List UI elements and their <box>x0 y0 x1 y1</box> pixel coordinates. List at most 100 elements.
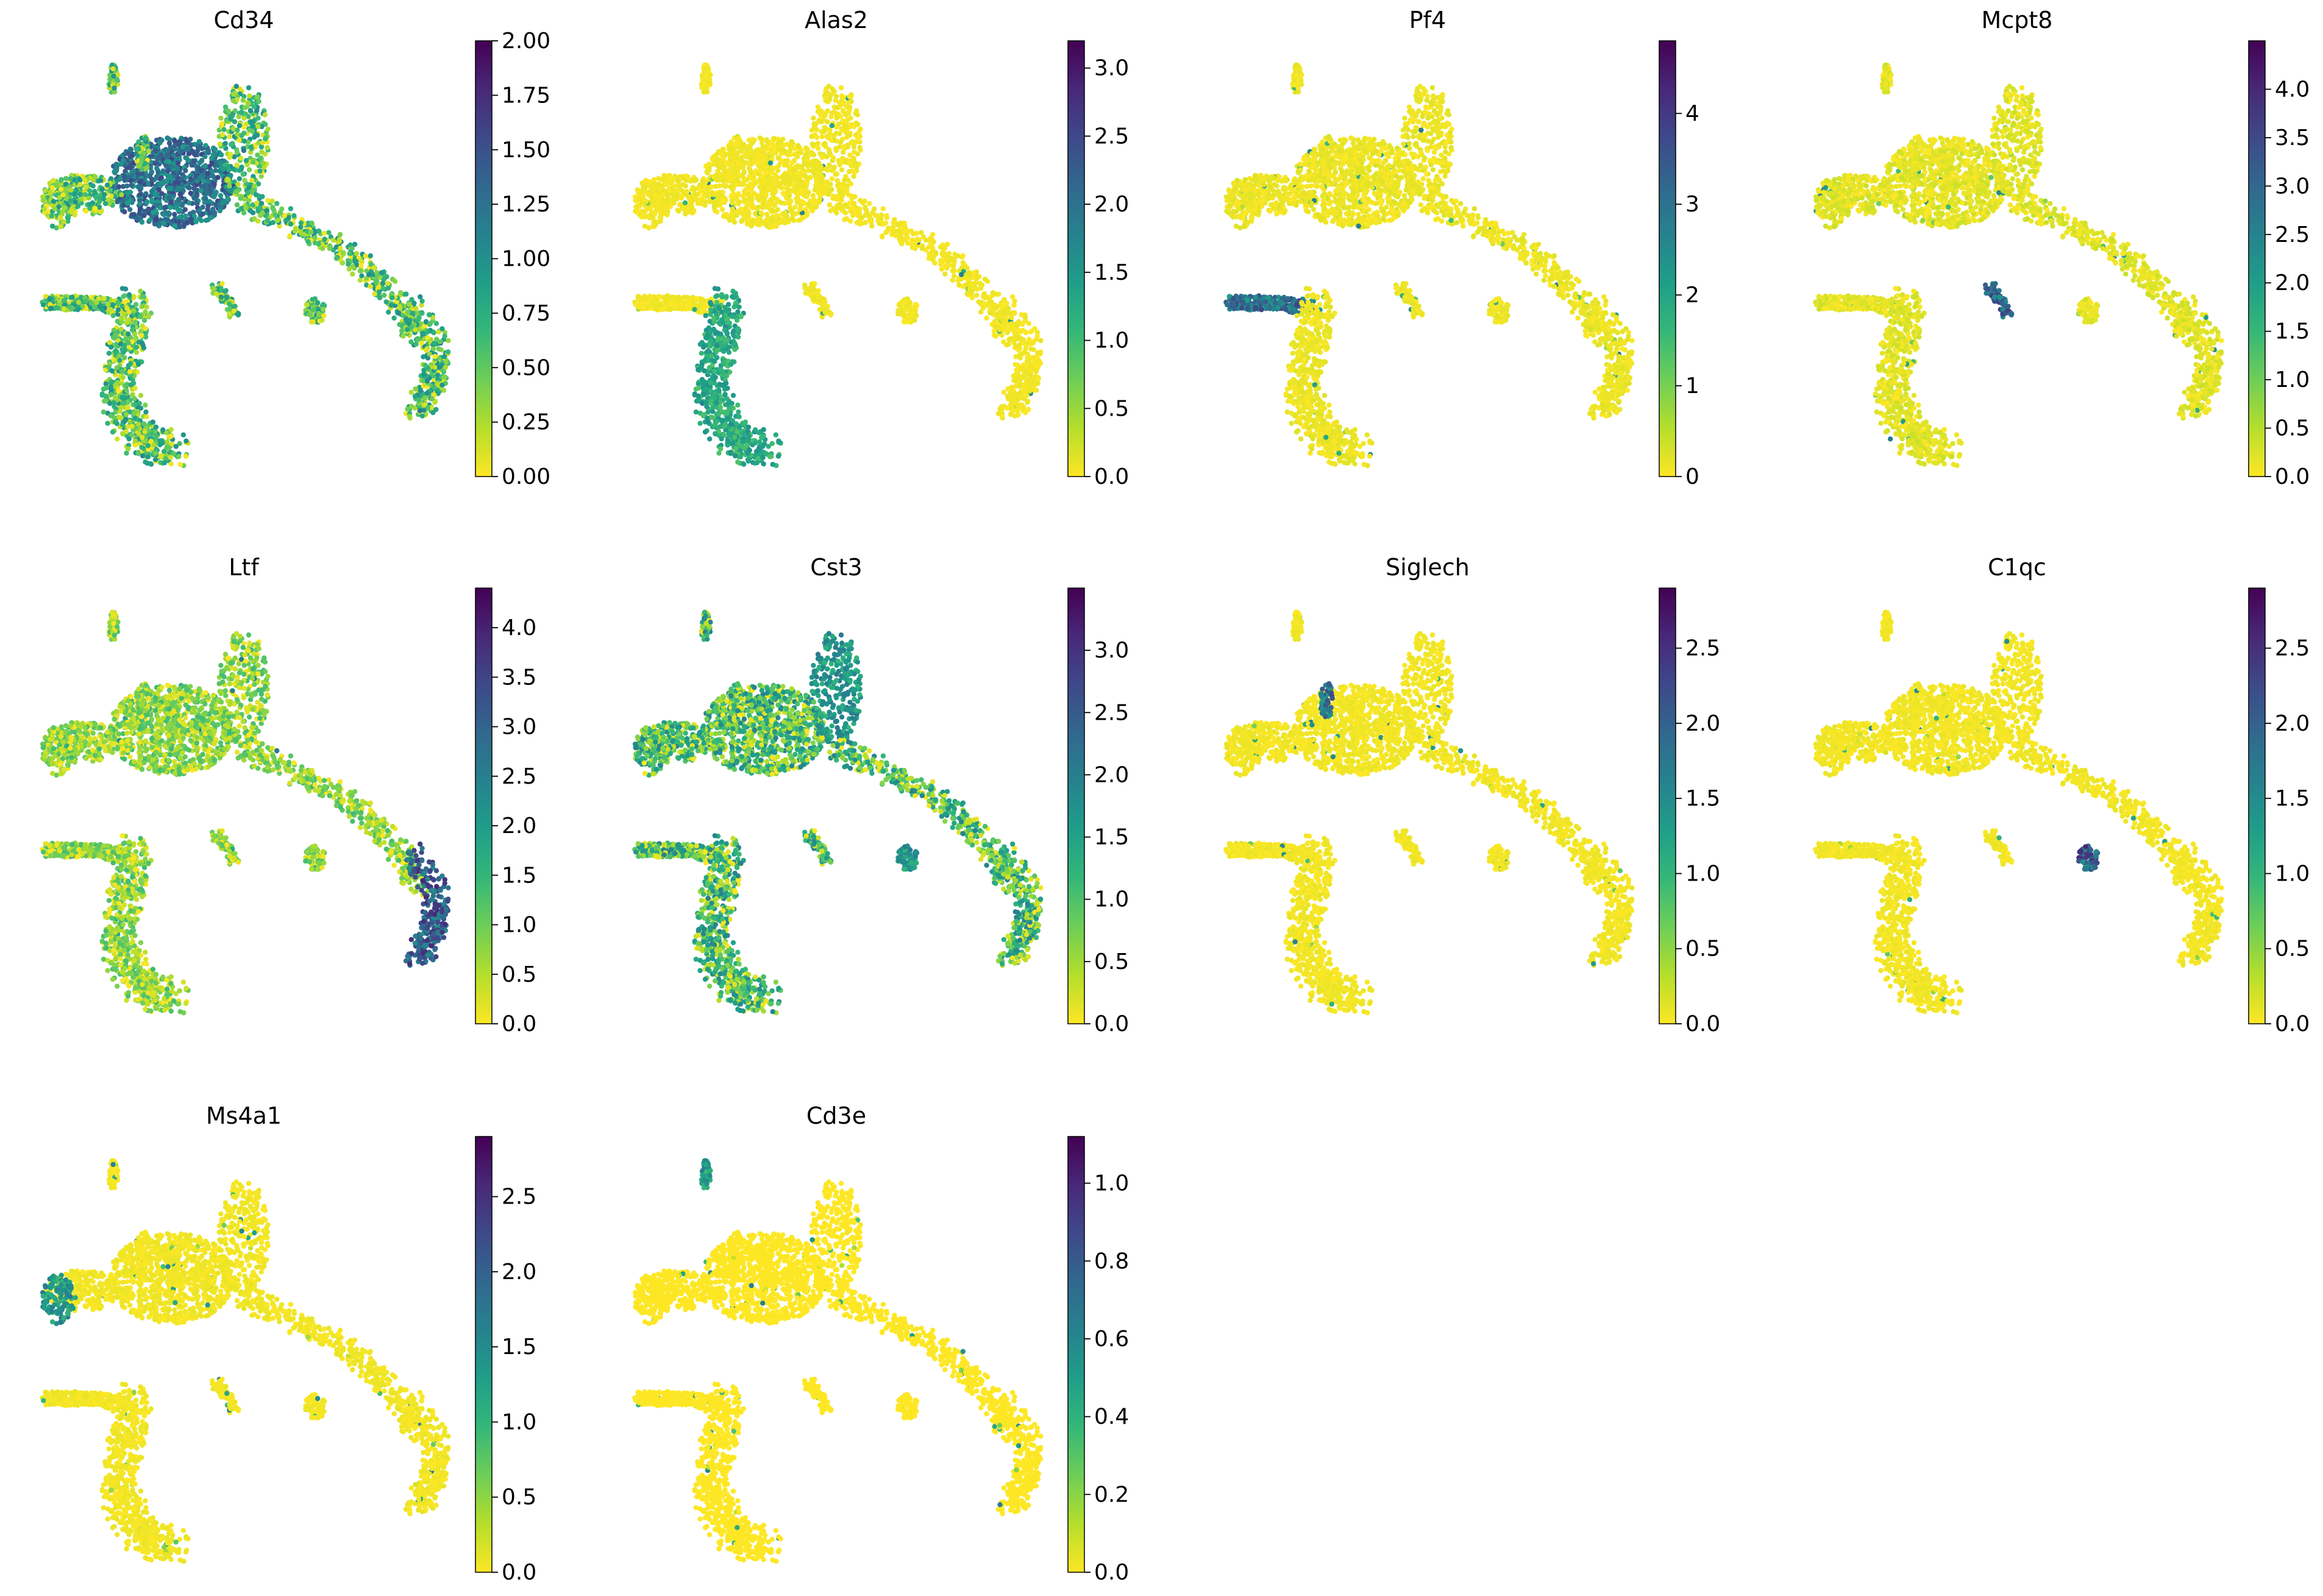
cell-point <box>707 199 712 204</box>
cell-point <box>244 158 249 163</box>
cell-point <box>194 198 199 203</box>
cell-point <box>757 135 762 140</box>
cell-point <box>132 332 137 336</box>
cell-point <box>804 194 809 199</box>
cell-point <box>52 206 57 211</box>
colorbar-tick-label: 0.75 <box>502 301 550 326</box>
cell-point <box>819 168 824 172</box>
cell-point <box>955 254 960 258</box>
cell-point <box>770 224 775 229</box>
cell-point <box>867 218 872 223</box>
cell-point <box>63 176 68 181</box>
cell-point <box>951 263 956 268</box>
cell-point <box>154 217 158 222</box>
cell-point <box>769 197 774 202</box>
cell-point <box>75 307 80 312</box>
cell-point <box>757 179 762 183</box>
cell-point <box>241 172 246 177</box>
cell-point <box>833 172 838 177</box>
cell-point <box>272 212 277 217</box>
cell-point <box>930 237 934 242</box>
cell-point <box>124 412 129 417</box>
cell-point <box>905 235 910 240</box>
cell-point <box>368 254 373 258</box>
cell-point <box>114 161 119 166</box>
cell-point <box>135 216 140 221</box>
cell-point <box>42 207 47 211</box>
cell-point <box>758 168 763 173</box>
cell-point <box>129 183 133 188</box>
cell-point <box>177 208 182 213</box>
cell-point <box>841 144 846 149</box>
cell-point <box>717 191 722 196</box>
cell-point <box>305 302 310 307</box>
cell-point <box>372 291 377 296</box>
cell-point <box>1038 338 1043 343</box>
cell-point <box>789 139 794 144</box>
cell-point <box>981 303 986 308</box>
cell-point <box>143 161 148 166</box>
cell-point <box>183 155 188 160</box>
cell-point <box>142 318 147 323</box>
cell-point <box>749 155 754 160</box>
cell-point <box>405 310 410 314</box>
cell-point <box>109 392 114 397</box>
cell-point <box>219 287 224 292</box>
cell-point <box>129 424 134 428</box>
cell-point <box>116 307 121 312</box>
cell-point <box>177 224 182 229</box>
cell-point <box>760 141 764 146</box>
cell-point <box>327 246 332 251</box>
cell-point <box>232 308 237 313</box>
cell-point <box>137 193 142 197</box>
cell-point <box>219 152 224 157</box>
cell-point <box>248 208 253 213</box>
cell-point <box>49 213 54 218</box>
cell-point <box>248 108 253 113</box>
cell-point <box>891 221 896 225</box>
cell-point <box>199 188 204 193</box>
cell-point <box>166 210 171 215</box>
cell-point <box>930 246 935 250</box>
cell-point <box>853 140 858 145</box>
cell-point <box>764 152 769 157</box>
cell-point <box>803 146 808 151</box>
cell-point <box>321 302 326 307</box>
cell-point <box>724 169 728 174</box>
cell-point <box>109 193 113 198</box>
cell-point <box>51 199 56 204</box>
cell-point <box>313 240 318 245</box>
cell-point <box>856 208 861 213</box>
cell-point <box>238 196 243 200</box>
cell-point <box>742 169 747 174</box>
cell-point <box>120 431 125 436</box>
cell-point <box>215 175 220 180</box>
cell-point <box>177 197 182 202</box>
cell-point <box>122 419 127 424</box>
cell-point <box>973 281 978 286</box>
cell-point <box>288 206 293 211</box>
cell-point <box>179 149 184 154</box>
cell-point <box>241 116 246 121</box>
cell-point <box>806 202 811 207</box>
cell-point <box>397 305 402 310</box>
cell-point <box>250 124 255 129</box>
cell-point <box>358 268 363 273</box>
cell-point <box>133 438 138 443</box>
cell-point <box>133 416 138 420</box>
cell-point <box>825 119 830 124</box>
cell-point <box>961 254 966 258</box>
cell-point <box>257 205 262 210</box>
cell-point <box>308 230 313 235</box>
cell-point <box>173 224 177 229</box>
cell-point <box>251 160 255 165</box>
cell-point <box>183 207 188 212</box>
cell-point <box>338 246 343 250</box>
cell-point <box>259 201 264 206</box>
cell-point <box>169 427 174 432</box>
cell-point <box>983 277 987 282</box>
cell-point <box>134 350 139 355</box>
cell-point <box>252 216 257 221</box>
cell-point <box>120 199 125 204</box>
